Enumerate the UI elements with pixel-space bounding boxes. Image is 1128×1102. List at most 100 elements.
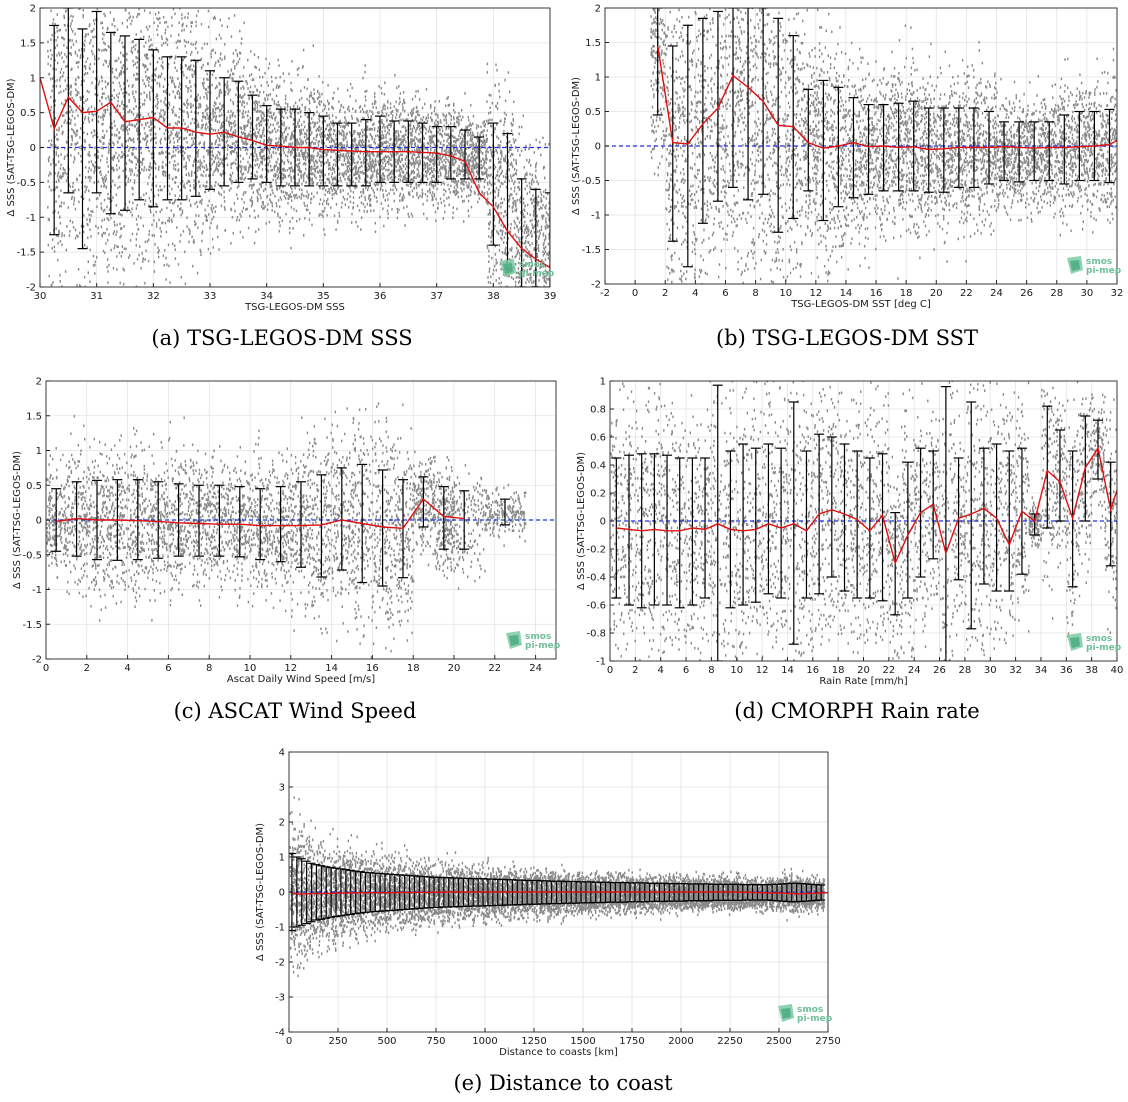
scatter-point	[363, 110, 365, 114]
scatter-point	[206, 94, 208, 97]
scatter-point	[248, 156, 251, 159]
scatter-point	[65, 111, 67, 115]
scatter-point	[320, 155, 322, 158]
scatter-point	[109, 59, 111, 63]
scatter-point	[221, 24, 223, 27]
scatter-point	[385, 148, 387, 151]
scatter-point	[294, 194, 296, 197]
scatter-point	[281, 132, 284, 135]
scatter-point	[240, 135, 242, 139]
scatter-point	[103, 109, 105, 112]
scatter-point	[88, 189, 90, 193]
scatter-point	[406, 149, 408, 152]
scatter-point	[362, 172, 364, 175]
scatter-point	[199, 167, 201, 171]
scatter-point	[116, 140, 119, 144]
scatter-point	[163, 170, 165, 173]
scatter-point	[159, 112, 161, 115]
scatter-point	[395, 134, 397, 138]
scatter-point	[116, 255, 118, 258]
scatter-point	[139, 132, 141, 136]
scatter-point	[245, 80, 248, 83]
scatter-point	[391, 178, 393, 182]
scatter-point	[188, 133, 190, 137]
scatter-point	[309, 129, 312, 132]
scatter-point	[371, 136, 374, 139]
scatter-point	[230, 187, 232, 190]
scatter-point	[390, 110, 393, 114]
scatter-point	[381, 92, 383, 95]
scatter-point	[70, 84, 72, 87]
scatter-point	[284, 109, 286, 112]
scatter-point	[137, 130, 139, 133]
scatter-point	[186, 181, 188, 185]
scatter-point	[211, 237, 214, 241]
scatter-point	[63, 201, 65, 205]
scatter-point	[349, 95, 351, 98]
scatter-point	[155, 184, 157, 188]
scatter-point	[161, 61, 164, 64]
scatter-point	[305, 163, 307, 166]
scatter-point	[174, 85, 176, 88]
scatter-point	[270, 75, 273, 79]
scatter-point	[306, 87, 308, 91]
scatter-point	[361, 170, 364, 174]
scatter-point	[140, 151, 142, 155]
scatter-point	[229, 177, 232, 180]
scatter-point	[331, 165, 334, 169]
scatter-point	[220, 123, 223, 126]
scatter-point	[242, 193, 245, 196]
scatter-point	[70, 154, 72, 157]
scatter-point	[195, 47, 197, 50]
scatter-point	[407, 113, 409, 117]
scatter-point	[263, 189, 265, 192]
scatter-point	[253, 53, 256, 56]
scatter-point	[402, 106, 404, 109]
scatter-point	[369, 194, 371, 197]
scatter-point	[203, 141, 206, 144]
scatter-point	[231, 171, 234, 175]
scatter-point	[150, 38, 152, 42]
scatter-point	[269, 131, 272, 135]
scatter-point	[153, 137, 156, 140]
scatter-point	[78, 76, 80, 79]
scatter-point	[352, 157, 354, 161]
scatter-point	[250, 153, 252, 156]
scatter-point	[188, 87, 190, 90]
scatter-point	[49, 49, 52, 52]
scatter-point	[81, 180, 83, 184]
scatter-point	[331, 139, 333, 142]
scatter-point	[174, 164, 177, 167]
scatter-point	[242, 146, 244, 149]
scatter-point	[342, 195, 344, 199]
scatter-point	[92, 254, 95, 258]
scatter-point	[382, 189, 384, 192]
scatter-point	[111, 122, 113, 125]
scatter-point	[226, 135, 228, 139]
scatter-point	[50, 143, 52, 146]
scatter-point	[229, 76, 231, 79]
scatter-point	[105, 185, 107, 188]
scatter-point	[62, 37, 64, 40]
scatter-point	[76, 90, 78, 93]
scatter-point	[330, 183, 333, 187]
scatter-point	[410, 144, 413, 148]
scatter-point	[333, 167, 335, 171]
scatter-point	[62, 167, 64, 170]
scatter-point	[427, 116, 429, 120]
scatter-point	[279, 224, 281, 227]
scatter-point	[54, 46, 56, 50]
scatter-point	[247, 161, 249, 164]
scatter-point	[263, 119, 265, 122]
scatter-point	[60, 204, 62, 208]
scatter-point	[323, 141, 325, 145]
scatter-point	[207, 62, 209, 65]
scatter-point	[196, 99, 199, 102]
scatter-point	[219, 126, 222, 130]
scatter-point	[271, 201, 273, 205]
scatter-point	[245, 143, 248, 146]
scatter-point	[283, 79, 285, 83]
scatter-point	[288, 148, 290, 152]
scatter-point	[360, 194, 363, 198]
scatter-point	[234, 133, 236, 137]
